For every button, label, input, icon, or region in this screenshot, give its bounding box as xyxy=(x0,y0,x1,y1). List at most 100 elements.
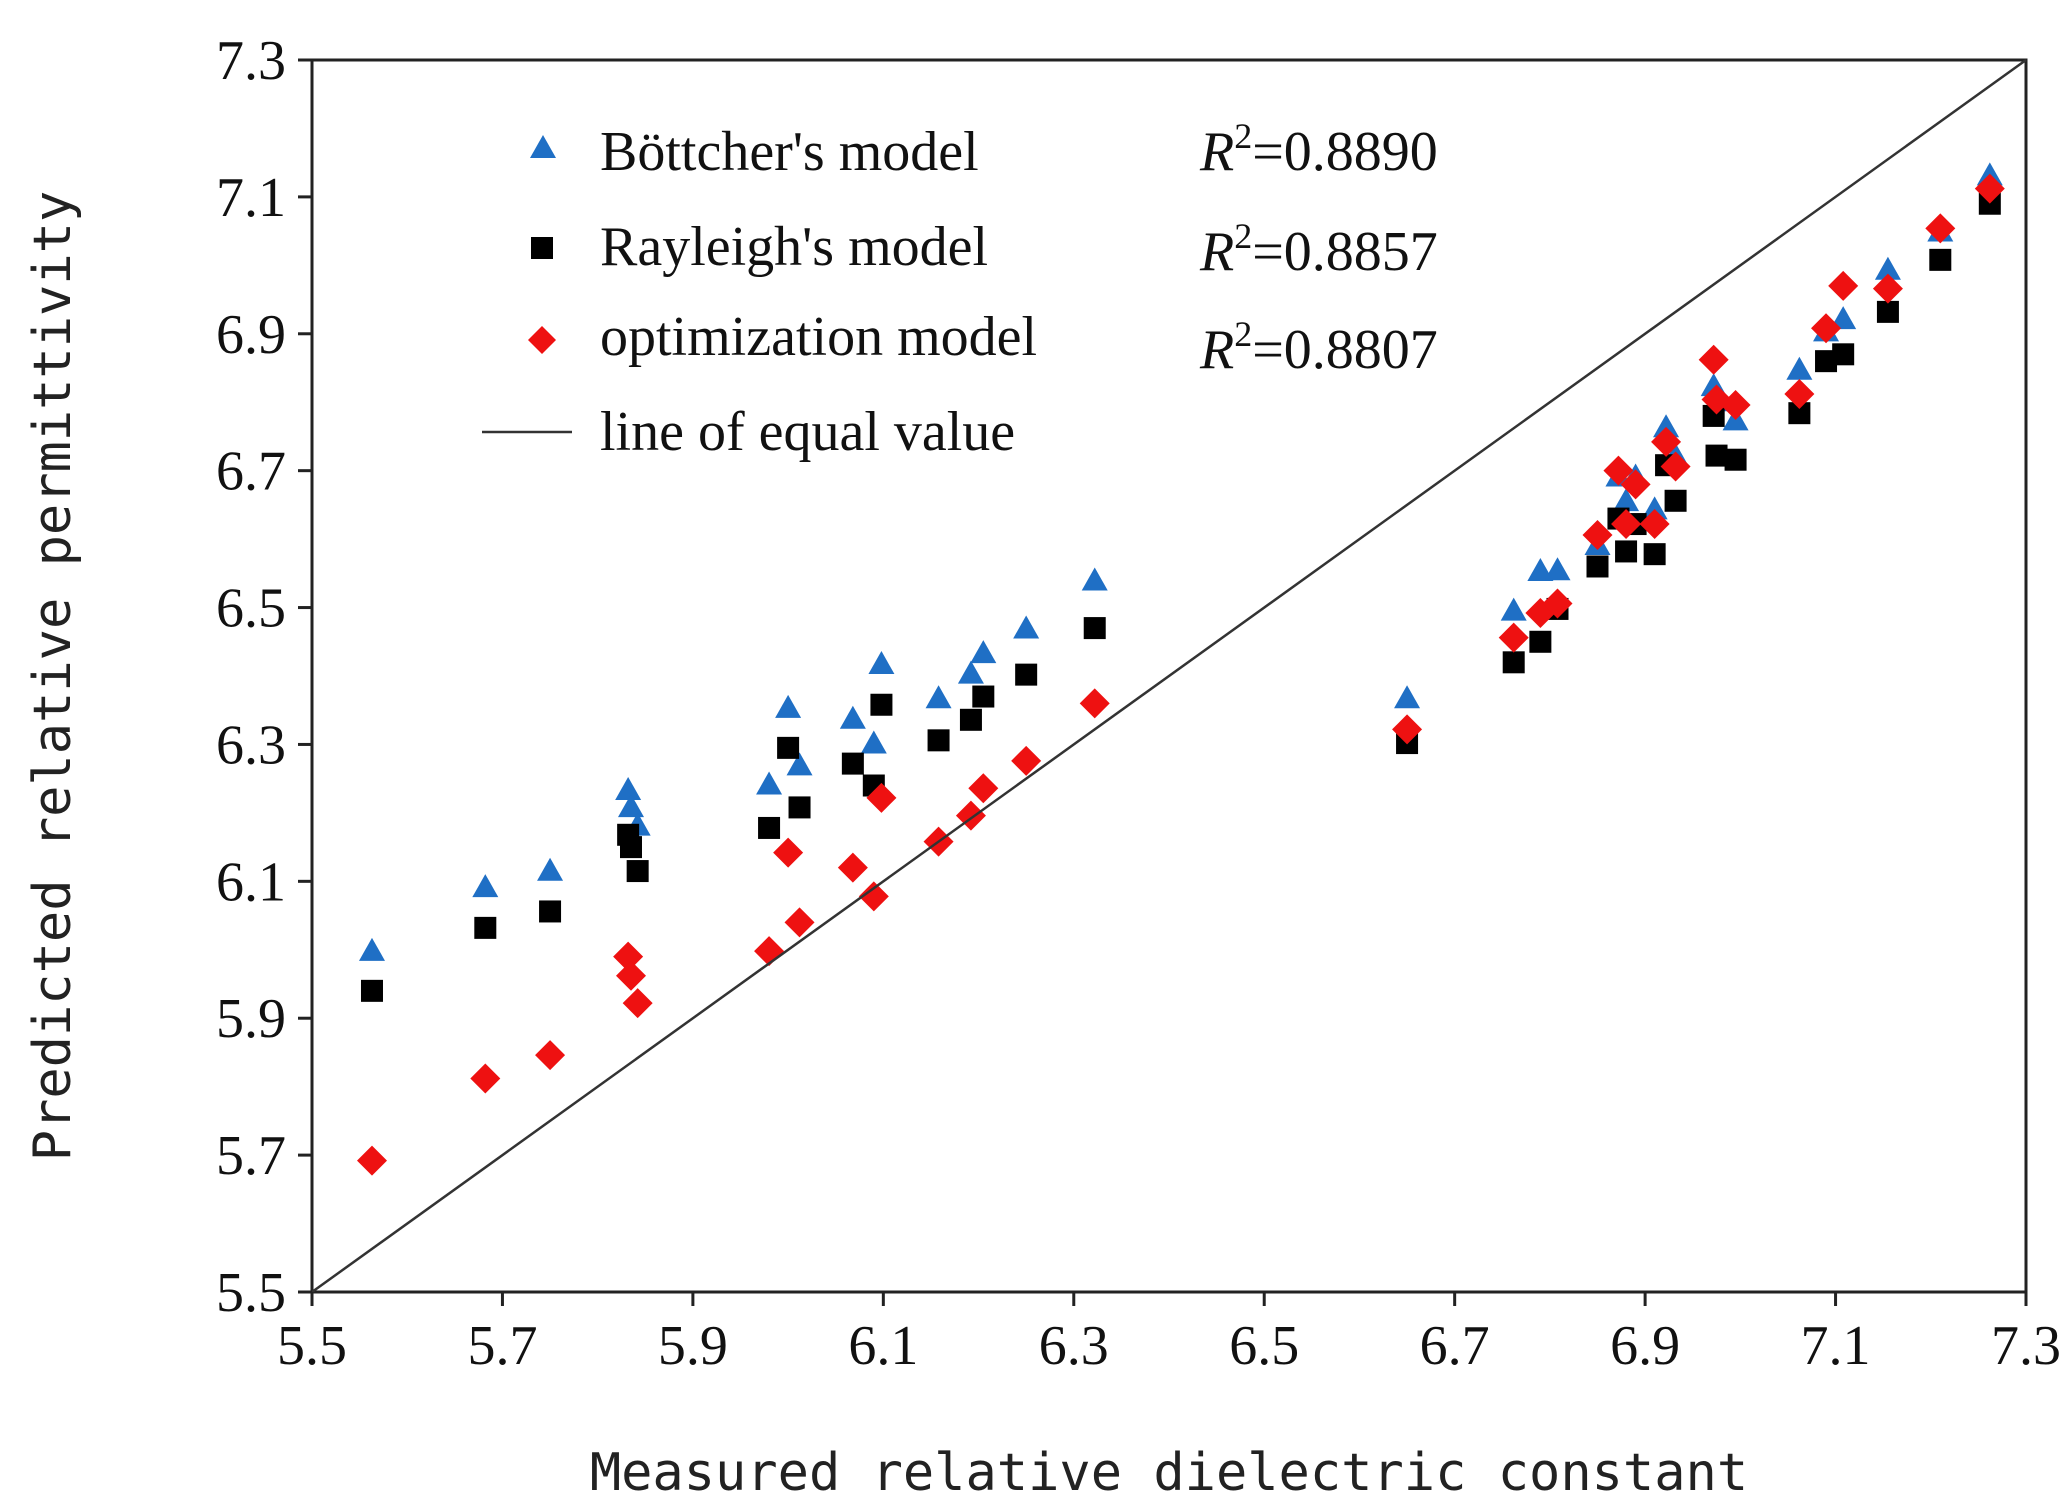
y-tick-label: 6.3 xyxy=(216,714,286,776)
y-tick-label: 5.7 xyxy=(216,1125,286,1187)
square-data-point xyxy=(1876,300,1899,323)
square-data-point xyxy=(870,693,893,716)
triangle-data-point xyxy=(839,705,866,729)
square-data-point xyxy=(619,836,642,859)
r2-optimization: R2=0.8807 xyxy=(1199,314,1438,381)
square-data-point xyxy=(758,816,781,839)
x-tick-label: 6.5 xyxy=(1229,1315,1299,1377)
diamond-data-point xyxy=(773,837,804,868)
square-data-point xyxy=(1664,489,1687,512)
square-data-point xyxy=(1724,448,1747,471)
diamond-data-point xyxy=(1811,313,1842,344)
diamond-data-point xyxy=(1872,273,1903,304)
triangle-data-point xyxy=(1394,685,1421,709)
triangle-data-point xyxy=(1500,597,1527,621)
square-data-point xyxy=(927,729,950,752)
triangle-data-point xyxy=(775,694,802,718)
y-tick-label: 6.5 xyxy=(216,578,286,640)
diamond-data-point xyxy=(615,960,646,991)
diamond-data-point xyxy=(1392,714,1423,745)
diamond-data-point xyxy=(1542,588,1573,619)
triangle-data-point xyxy=(1527,557,1554,581)
diamond-data-point xyxy=(1639,509,1670,540)
diamond-data-point xyxy=(968,773,999,804)
legend-triangle-marker xyxy=(530,135,556,158)
square-data-point xyxy=(1586,555,1609,578)
y-axis-ticks: 5.5 5.7 5.9 6.1 6.3 6.5 6.7 6.9 7.1 7.3 xyxy=(216,30,312,1324)
triangle-data-point xyxy=(472,874,499,898)
triangle-data-point xyxy=(617,794,644,818)
diamond-data-point xyxy=(1784,379,1815,410)
x-axis-title: Measured relative dielectric constant xyxy=(590,1443,1748,1503)
triangle-data-point xyxy=(925,685,952,709)
x-tick-label: 5.5 xyxy=(277,1315,347,1377)
triangle-data-point xyxy=(1081,567,1108,591)
x-tick-label: 6.7 xyxy=(1420,1315,1490,1377)
triangle-data-point xyxy=(537,857,564,881)
square-data-point xyxy=(972,685,995,708)
diamond-data-point xyxy=(1603,455,1634,486)
triangle-data-point xyxy=(358,937,385,961)
square-data-point xyxy=(539,900,562,923)
diamond-data-point xyxy=(837,852,868,883)
legend-label-rayleigh: Rayleigh's model xyxy=(600,216,988,278)
diamond-data-point xyxy=(858,881,889,912)
triangle-data-point xyxy=(1544,557,1571,581)
triangle-data-point xyxy=(1653,414,1680,438)
square-data-point xyxy=(777,736,800,759)
square-data-point xyxy=(1643,543,1666,566)
square-data-point xyxy=(474,916,497,939)
square-data-point xyxy=(788,796,811,819)
square-data-point xyxy=(1815,350,1838,373)
x-tick-label: 5.7 xyxy=(467,1315,537,1377)
square-data-point xyxy=(1083,617,1106,640)
y-tick-label: 6.1 xyxy=(216,851,286,913)
triangle-data-point xyxy=(868,651,895,675)
diamond-data-point xyxy=(1660,451,1691,482)
diamond-data-point xyxy=(1720,389,1751,420)
y-tick-label: 5.5 xyxy=(216,1262,286,1324)
diamond-data-point xyxy=(356,1145,387,1176)
x-tick-label: 7.1 xyxy=(1801,1315,1871,1377)
y-tick-label: 7.3 xyxy=(216,30,286,92)
triangle-data-point xyxy=(970,640,997,664)
square-data-point xyxy=(841,752,864,775)
square-data-point xyxy=(1929,248,1952,271)
diamond-data-point xyxy=(866,782,897,813)
square-data-point xyxy=(1788,402,1811,425)
diamond-data-point xyxy=(1498,622,1529,653)
diamond-data-point xyxy=(1828,270,1859,301)
triangle-data-point xyxy=(1786,356,1813,380)
diamond-data-point xyxy=(1620,469,1651,500)
diamond-data-point xyxy=(1925,213,1956,244)
diamond-data-point xyxy=(613,941,644,972)
legend-label-equal-line: line of equal value xyxy=(600,401,1015,463)
diamond-data-point xyxy=(1974,173,2005,204)
triangle-data-point xyxy=(1641,496,1668,520)
legend-diamond-marker xyxy=(528,326,556,354)
y-tick-label: 6.9 xyxy=(216,304,286,366)
square-data-point xyxy=(1015,663,1038,686)
diamond-data-point xyxy=(754,936,785,967)
x-tick-label: 6.1 xyxy=(848,1315,918,1377)
triangle-data-point xyxy=(756,771,783,795)
square-data-point xyxy=(1529,630,1552,653)
diamond-data-point xyxy=(535,1040,566,1071)
r2-rayleigh: R2=0.8857 xyxy=(1199,216,1438,283)
triangle-data-point xyxy=(860,730,887,754)
square-data-point xyxy=(1832,343,1855,366)
r2-bottcher: R2=0.8890 xyxy=(1199,116,1438,183)
triangle-data-point xyxy=(786,752,813,776)
x-tick-label: 6.3 xyxy=(1039,1315,1109,1377)
plot-frame xyxy=(310,58,2028,1294)
diamond-data-point xyxy=(1651,426,1682,457)
diamond-data-point xyxy=(622,988,653,1019)
triangle-data-point xyxy=(1874,256,1901,280)
diamond-data-point xyxy=(1079,688,1110,719)
triangle-data-point xyxy=(615,776,642,800)
x-tick-label: 7.3 xyxy=(1991,1315,2061,1377)
square-data-point xyxy=(959,708,982,731)
square-data-point xyxy=(1502,651,1525,674)
square-data-point xyxy=(360,979,383,1002)
